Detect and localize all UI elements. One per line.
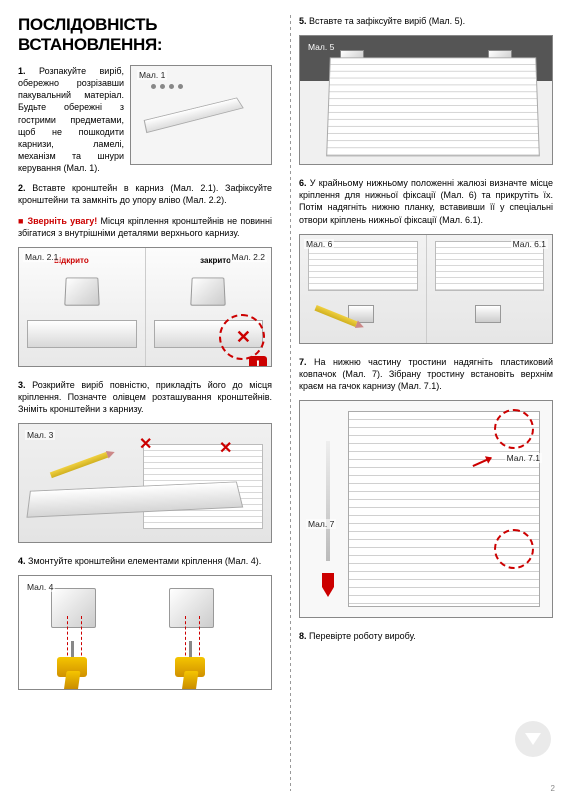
x-mark-2-icon: ✕ [219,438,232,458]
step-8-body: Перевірте роботу виробу. [309,631,416,641]
step-3-text: 3. Розкрийте виріб повністю, прикладіть … [18,379,272,415]
pencil-icon [50,452,108,478]
step-6-text: 6. У крайньому нижньому положенні жалюзі… [299,177,553,226]
figure-6-right: Мал. 6.1 [427,235,553,343]
step-3-body: Розкрийте виріб повністю, прикладіть йог… [18,380,272,414]
figure-2-1: Мал. 2.1 відкрито [19,248,146,366]
figure-1: Мал. 1 [130,65,272,165]
step-4-text: 4. Змонтуйте кронштейни елементами кріпл… [18,555,272,567]
fig1-label: Мал. 1 [137,70,167,80]
step-1-num: 1. [18,66,26,76]
close-label: закрито [200,256,231,265]
step-2-text: 2. Вставте кронштейн в карниз (Мал. 2.1)… [18,182,272,206]
fig3-label: Мал. 3 [25,430,55,440]
step-1-body: Розпакуйте виріб, обережно розрізавши па… [18,66,124,173]
step-7-text: 7. На нижню частину тростини надягніть п… [299,356,553,392]
column-divider [290,15,291,791]
figure-7: Мал. 7 Мал. 7.1 [299,400,553,618]
right-column: 5. Вставте та зафіксуйте виріб (Мал. 5).… [299,15,553,791]
page-title: ПОСЛІДОВНІСТЬ ВСТАНОВЛЕННЯ: [18,15,272,55]
drill-2-icon [175,645,210,689]
fig61-label: Мал. 6.1 [511,239,548,249]
figure-2: Мал. 2.1 відкрито Мал. 2.2 закрито ✕ ! [18,247,272,367]
step-5-body: Вставте та зафіксуйте виріб (Мал. 5). [309,16,465,26]
warning-badge-icon: ! [249,356,267,367]
fig5-blinds [326,57,540,156]
figure-3: Мал. 3 ✕ ✕ [18,423,272,543]
fig5-label: Мал. 5 [306,42,336,52]
fig1-screws [151,84,183,89]
page-number: 2 [551,784,555,793]
figure-2-2: Мал. 2.2 закрито ✕ ! [146,248,272,366]
step-7-num: 7. [299,357,307,367]
x-mark-icon: ✕ [236,327,251,348]
figure-5: Мал. 5 [299,35,553,165]
step-3-num: 3. [18,380,26,390]
step-7-body: На нижню частину тростини надягніть плас… [299,357,553,391]
step-5-num: 5. [299,16,307,26]
step-2-body: Вставте кронштейн в карниз (Мал. 2.1). З… [18,183,272,205]
left-column: ПОСЛІДОВНІСТЬ ВСТАНОВЛЕННЯ: Мал. 1 1. Ро… [18,15,272,791]
fig21-label: Мал. 2.1 [23,252,60,262]
bracket-4b [169,588,214,628]
dashed-circle-top-icon [494,409,534,449]
step-2-num: 2. [18,183,26,193]
clip-6-right [475,305,501,323]
warn-label: Зверніть увагу! [27,216,97,226]
fig7-wand [326,441,330,561]
rail-2-left [27,320,137,348]
fig6-label: Мал. 6 [304,239,334,249]
fig71-label: Мал. 7.1 [505,453,542,463]
fig4-label: Мал. 4 [25,582,55,592]
step-8-num: 8. [299,631,307,641]
drill-1-icon [57,645,92,689]
step-6-body: У крайньому нижньому положенні жалюзі ви… [299,178,553,224]
step-4-body: Змонтуйте кронштейни елементами кріпленн… [28,556,261,566]
step-4-num: 4. [18,556,26,566]
step-8-text: 8. Перевірте роботу виробу. [299,630,553,642]
fig22-label: Мал. 2.2 [230,252,267,262]
fig7-cap-icon [322,573,334,587]
step-2-warning: ■ Зверніть увагу! Місця кріплення кроншт… [18,215,272,239]
step-1-block: Мал. 1 1. Розпакуйте виріб, обережно роз… [18,65,272,182]
fig1-rail [144,98,244,134]
figure-6: Мал. 6 Мал. 6.1 [299,234,553,344]
figure-6-left: Мал. 6 [300,235,427,343]
bracket-closed [190,277,226,305]
x-mark-1-icon: ✕ [139,434,152,454]
bracket-open [64,277,100,305]
figure-4: Мал. 4 [18,575,272,690]
dashed-circle-bottom-icon [494,529,534,569]
fig7-label: Мал. 7 [306,519,336,529]
bracket-4a [51,588,96,628]
step-5-text: 5. Вставте та зафіксуйте виріб (Мал. 5). [299,15,553,27]
download-badge-icon [515,721,551,757]
step-6-num: 6. [299,178,307,188]
